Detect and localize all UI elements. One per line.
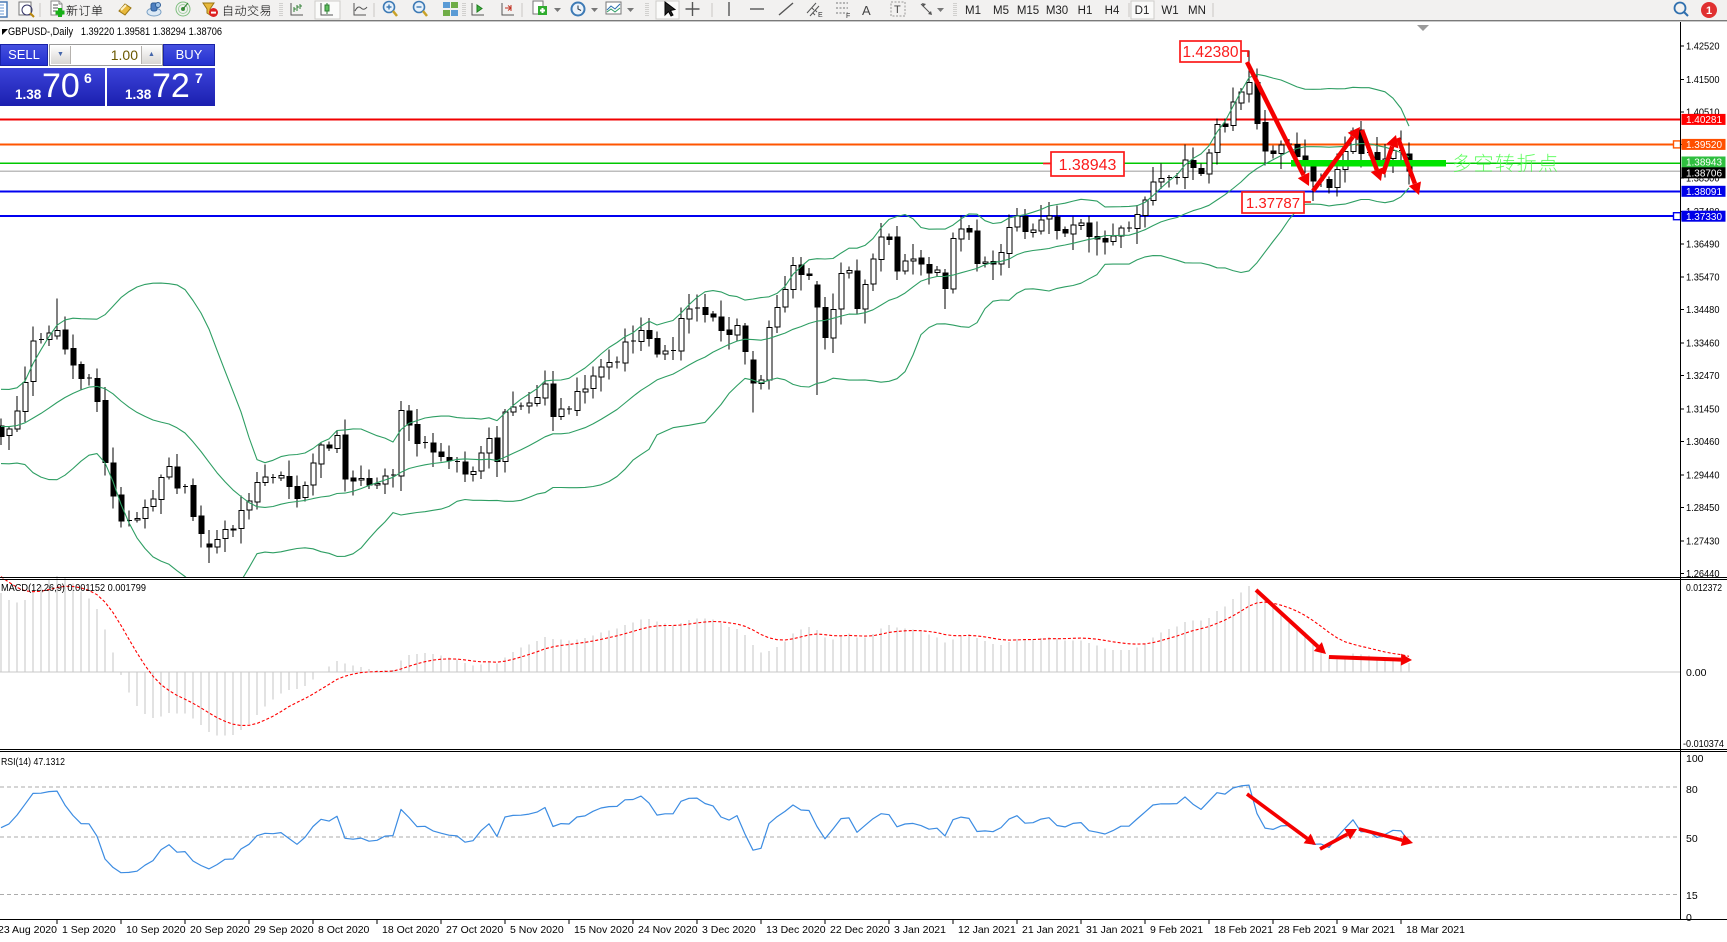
- svg-text:27 Oct 2020: 27 Oct 2020: [446, 924, 503, 936]
- svg-text:8 Oct 2020: 8 Oct 2020: [318, 924, 370, 936]
- svg-text:GBPUSD-,Daily 1.39220 1.3958: GBPUSD-,Daily 1.39220 1.39581 1.38294 1.…: [8, 26, 222, 38]
- svg-text:1 Sep 2020: 1 Sep 2020: [62, 924, 116, 936]
- svg-text:M5: M5: [993, 5, 1009, 17]
- svg-text:1.28450: 1.28450: [1686, 502, 1720, 514]
- svg-text:3 Dec 2020: 3 Dec 2020: [702, 924, 756, 936]
- svg-text:50: 50: [1686, 833, 1698, 845]
- svg-text:9 Feb 2021: 9 Feb 2021: [1150, 924, 1203, 936]
- svg-text:15: 15: [1686, 890, 1698, 902]
- svg-text:M30: M30: [1046, 5, 1068, 17]
- svg-text:15 Nov 2020: 15 Nov 2020: [574, 924, 634, 936]
- svg-text:1.34480: 1.34480: [1686, 304, 1720, 316]
- svg-text:1.42380: 1.42380: [1182, 44, 1238, 61]
- svg-text:RSI(14) 47.1312: RSI(14) 47.1312: [1, 756, 65, 768]
- svg-text:29 Sep 2020: 29 Sep 2020: [254, 924, 314, 936]
- svg-text:12 Jan 2021: 12 Jan 2021: [958, 924, 1016, 936]
- svg-text:18 Mar 2021: 18 Mar 2021: [1406, 924, 1465, 936]
- svg-text:1.31450: 1.31450: [1686, 404, 1720, 416]
- svg-text:0.00: 0.00: [1686, 667, 1707, 679]
- svg-text:20 Sep 2020: 20 Sep 2020: [190, 924, 250, 936]
- svg-text:1.33460: 1.33460: [1686, 338, 1720, 350]
- svg-text:9 Mar 2021: 9 Mar 2021: [1342, 924, 1395, 936]
- svg-text:1.26440: 1.26440: [1686, 568, 1720, 580]
- svg-text:MN: MN: [1188, 5, 1206, 17]
- svg-text:24 Nov 2020: 24 Nov 2020: [638, 924, 698, 936]
- svg-text:T: T: [894, 4, 901, 16]
- svg-text:W1: W1: [1161, 5, 1178, 17]
- svg-text:1.27430: 1.27430: [1686, 536, 1720, 548]
- svg-text:1.37330: 1.37330: [1686, 212, 1722, 223]
- svg-text:D1: D1: [1135, 5, 1150, 17]
- svg-text:1.40281: 1.40281: [1686, 115, 1722, 126]
- svg-text:E: E: [818, 12, 823, 19]
- svg-text:1.35470: 1.35470: [1686, 272, 1720, 284]
- svg-text:1.30460: 1.30460: [1686, 436, 1720, 448]
- svg-text:1.39520: 1.39520: [1686, 140, 1722, 151]
- svg-text:M1: M1: [965, 5, 981, 17]
- svg-text:10 Sep 2020: 10 Sep 2020: [126, 924, 186, 936]
- svg-text:1.36490: 1.36490: [1686, 238, 1720, 250]
- svg-text:H4: H4: [1105, 5, 1120, 17]
- svg-text:A: A: [862, 3, 871, 18]
- svg-text:23 Aug 2020: 23 Aug 2020: [0, 924, 57, 936]
- svg-text:3 Jan 2021: 3 Jan 2021: [894, 924, 946, 936]
- svg-text:18 Feb 2021: 18 Feb 2021: [1214, 924, 1273, 936]
- svg-text:1.41500: 1.41500: [1686, 74, 1720, 86]
- svg-text:1.42520: 1.42520: [1686, 41, 1720, 53]
- svg-text:22 Dec 2020: 22 Dec 2020: [830, 924, 890, 936]
- svg-text:1.38091: 1.38091: [1686, 187, 1722, 198]
- svg-text:-0.010374: -0.010374: [1683, 738, 1724, 750]
- svg-text:5 Nov 2020: 5 Nov 2020: [510, 924, 564, 936]
- svg-text:80: 80: [1686, 784, 1698, 796]
- svg-text:M15: M15: [1017, 5, 1039, 17]
- svg-text:28 Feb 2021: 28 Feb 2021: [1278, 924, 1337, 936]
- svg-text:MACD(12,26,9) 0.001152 0.00179: MACD(12,26,9) 0.001152 0.001799: [1, 582, 146, 594]
- svg-text:1: 1: [1706, 5, 1712, 17]
- svg-text:H1: H1: [1078, 5, 1093, 17]
- svg-text:1.38943: 1.38943: [1059, 157, 1117, 174]
- svg-text:1.37787: 1.37787: [1246, 195, 1300, 212]
- svg-text:F: F: [846, 13, 850, 20]
- svg-text:13 Dec 2020: 13 Dec 2020: [766, 924, 826, 936]
- svg-text:1.38706: 1.38706: [1686, 168, 1722, 179]
- svg-text:18 Oct 2020: 18 Oct 2020: [382, 924, 439, 936]
- svg-text:1.32470: 1.32470: [1686, 370, 1720, 382]
- svg-text:21 Jan 2021: 21 Jan 2021: [1022, 924, 1080, 936]
- svg-text:31 Jan 2021: 31 Jan 2021: [1086, 924, 1144, 936]
- svg-text:100: 100: [1686, 753, 1704, 765]
- svg-text:0: 0: [1686, 912, 1692, 924]
- svg-text:1.29440: 1.29440: [1686, 470, 1720, 482]
- svg-text:1.38943: 1.38943: [1686, 158, 1722, 169]
- svg-text:0.012372: 0.012372: [1686, 582, 1722, 594]
